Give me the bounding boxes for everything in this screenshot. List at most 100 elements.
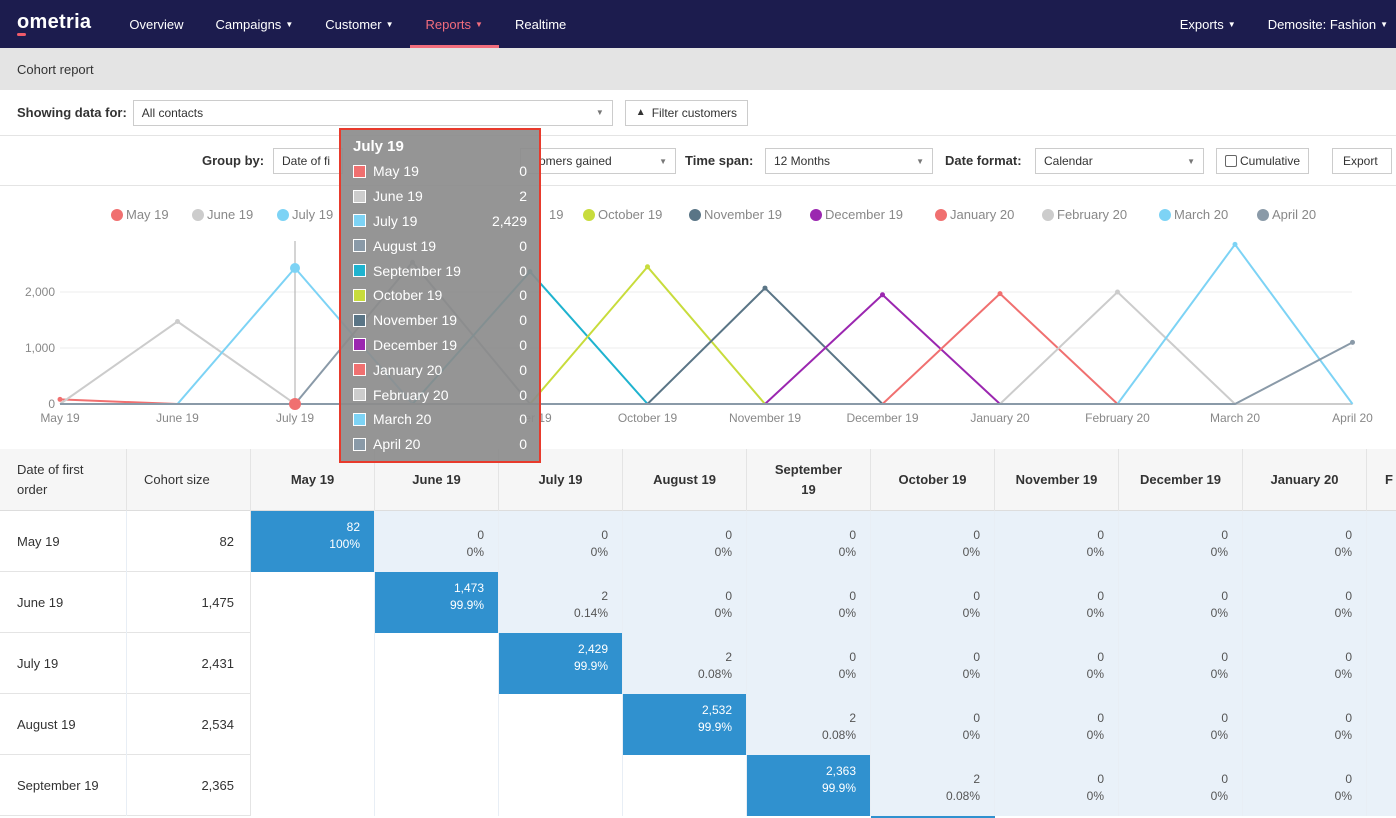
tooltip-row: January 20 0: [353, 357, 527, 382]
column-header[interactable]: November 19: [995, 449, 1119, 511]
tooltip-series-value: 0: [519, 287, 527, 304]
legend-label[interactable]: October 19: [598, 207, 662, 222]
cohort-cell[interactable]: 0 0%: [623, 572, 747, 633]
nav-right-item[interactable]: Demosite: Fashion ▼: [1252, 0, 1396, 48]
data-point[interactable]: [290, 262, 300, 273]
cohort-cell[interactable]: 2 0.08%: [747, 694, 871, 755]
cohort-cell[interactable]: 2 0.08%: [623, 633, 747, 694]
legend-label[interactable]: May 19: [126, 207, 169, 222]
legend-marker[interactable]: [1159, 209, 1171, 221]
column-header[interactable]: Cohort size: [127, 449, 251, 511]
time-span-select[interactable]: 12 Months ▼: [765, 148, 933, 174]
cohort-cell[interactable]: 0 0%: [871, 633, 995, 694]
cohort-cell[interactable]: 0 0%: [871, 511, 995, 572]
legend-marker[interactable]: [810, 209, 822, 221]
cohort-cell[interactable]: 0 0%: [871, 694, 995, 755]
nav-reports[interactable]: Reports ▼: [409, 0, 500, 48]
cohort-cell[interactable]: 0 0%: [1243, 694, 1367, 755]
cohort-cell[interactable]: 0 0%: [1119, 633, 1243, 694]
cohort-cell[interactable]: 0 0%: [1243, 755, 1367, 816]
cohort-cell[interactable]: 2,363 99.9%: [747, 755, 871, 816]
data-point[interactable]: [57, 396, 63, 402]
legend-marker[interactable]: [111, 209, 123, 221]
cumulative-checkbox[interactable]: [1225, 155, 1237, 167]
cohort-cell[interactable]: 0 0%: [623, 511, 747, 572]
data-point[interactable]: [997, 291, 1003, 297]
column-header[interactable]: May 19: [251, 449, 375, 511]
column-header[interactable]: June 19: [375, 449, 499, 511]
data-point[interactable]: [762, 285, 768, 291]
cohort-cell[interactable]: 0 0%: [1119, 694, 1243, 755]
data-point[interactable]: [175, 319, 180, 325]
column-header[interactable]: July 19: [499, 449, 623, 511]
data-point[interactable]: [880, 292, 885, 298]
x-tick-label: June 19: [156, 411, 199, 425]
nav-realtime[interactable]: Realtime: [499, 0, 582, 48]
cohort-cell[interactable]: 0 0%: [1119, 755, 1243, 816]
group-by-select[interactable]: Date of fi: [273, 148, 343, 174]
column-header[interactable]: December 19: [1119, 449, 1243, 511]
nav-right-item[interactable]: Exports ▼: [1164, 0, 1252, 48]
data-point[interactable]: [1232, 241, 1238, 247]
cohort-cell[interactable]: 0 0%: [995, 633, 1119, 694]
cohort-cell[interactable]: 0 0%: [1243, 511, 1367, 572]
legend-label[interactable]: April 20: [1272, 207, 1316, 222]
legend-marker[interactable]: [1042, 209, 1054, 221]
cohort-cell[interactable]: 0 0%: [995, 755, 1119, 816]
column-header[interactable]: September 19: [747, 449, 871, 511]
legend-marker[interactable]: [277, 209, 289, 221]
column-header[interactable]: Date of first order: [0, 449, 127, 511]
cohort-cell[interactable]: 82 100%: [251, 511, 375, 572]
cohort-cell[interactable]: 0 0%: [747, 633, 871, 694]
cohort-cell[interactable]: 2 0.14%: [499, 572, 623, 633]
legend-label[interactable]: June 19: [207, 207, 253, 222]
column-header[interactable]: F: [1367, 449, 1396, 511]
ometria-logo[interactable]: ometria: [17, 10, 92, 36]
legend-marker[interactable]: [935, 209, 947, 221]
cohort-cell[interactable]: 2 0.08%: [871, 755, 995, 816]
cohort-cell[interactable]: 0 0%: [1119, 511, 1243, 572]
cohort-cell[interactable]: 0 0%: [1243, 633, 1367, 694]
cohort-cell[interactable]: 2,532 99.9%: [623, 694, 747, 755]
column-header[interactable]: August 19: [623, 449, 747, 511]
data-point-highlight[interactable]: [289, 398, 301, 410]
tooltip-row: December 19 0: [353, 333, 527, 358]
cohort-cell[interactable]: 0 0%: [995, 694, 1119, 755]
nav-overview[interactable]: Overview: [113, 0, 199, 48]
cohort-cell[interactable]: 2,429 99.9%: [499, 633, 623, 694]
legend-marker[interactable]: [689, 209, 701, 221]
column-header[interactable]: January 20: [1243, 449, 1367, 511]
legend-marker[interactable]: [1257, 209, 1269, 221]
column-header[interactable]: October 19: [871, 449, 995, 511]
legend-marker[interactable]: [192, 209, 204, 221]
legend-label[interactable]: January 20: [950, 207, 1014, 222]
data-point[interactable]: [1350, 339, 1355, 345]
nav-campaigns[interactable]: Campaigns ▼: [200, 0, 310, 48]
cumulative-toggle[interactable]: Cumulative: [1216, 148, 1310, 174]
filter-customers-button[interactable]: ▲ Filter customers: [624, 99, 749, 126]
contacts-select[interactable]: All contacts ▼: [132, 99, 613, 126]
cohort-cell[interactable]: 0 0%: [1243, 572, 1367, 633]
legend-label[interactable]: November 19: [704, 207, 782, 222]
cohort-cell[interactable]: 0 0%: [995, 572, 1119, 633]
legend-label[interactable]: December 19: [825, 207, 903, 222]
cohort-cell[interactable]: 0 0%: [499, 511, 623, 572]
metric-select[interactable]: omers gained ▼: [520, 148, 676, 174]
date-format-select[interactable]: Calendar ▼: [1035, 148, 1204, 174]
cohort-cell[interactable]: 0 0%: [747, 572, 871, 633]
data-point[interactable]: [1115, 289, 1120, 295]
legend-label[interactable]: July 19: [292, 207, 333, 222]
cohort-cell[interactable]: 0 0%: [995, 511, 1119, 572]
cohort-cell[interactable]: 0 0%: [375, 511, 499, 572]
legend-marker[interactable]: [583, 209, 595, 221]
cohort-cell[interactable]: 0 0%: [871, 572, 995, 633]
cohort-cell[interactable]: 0 0%: [1119, 572, 1243, 633]
x-tick-label: July 19: [276, 411, 314, 425]
cohort-cell[interactable]: 1,473 99.9%: [375, 572, 499, 633]
nav-customer[interactable]: Customer ▼: [309, 0, 409, 48]
legend-label[interactable]: March 20: [1174, 207, 1228, 222]
data-point[interactable]: [645, 264, 650, 270]
legend-label[interactable]: February 20: [1057, 207, 1127, 222]
export-button[interactable]: Export: [1332, 148, 1392, 174]
cohort-cell[interactable]: 0 0%: [747, 511, 871, 572]
